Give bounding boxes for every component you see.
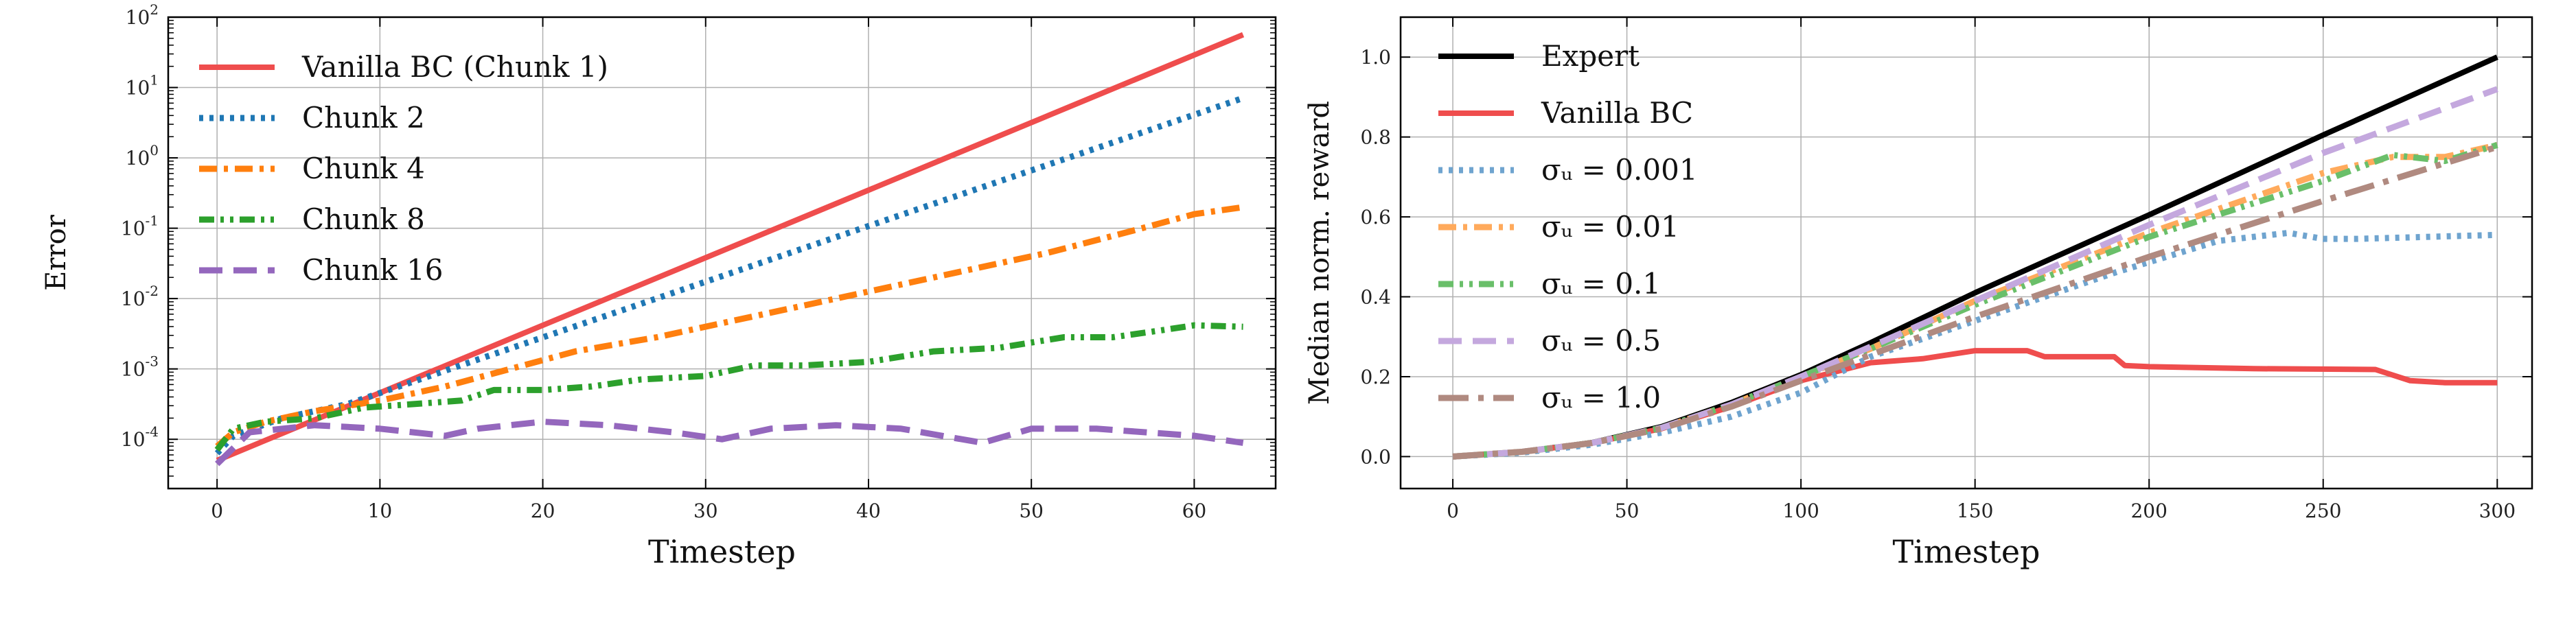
legend-label-1: Chunk 2 <box>302 101 425 134</box>
y-tick-label: 1.0 <box>1360 46 1391 69</box>
x-tick-label: 40 <box>856 500 881 522</box>
y-tick-label: 0.0 <box>1360 445 1391 468</box>
plot-frame <box>1399 16 2533 490</box>
y-tick-label: 10-3 <box>121 353 159 381</box>
x-tick-label: 200 <box>2130 500 2167 522</box>
x-axis-label: Timestep <box>648 533 796 570</box>
y-tick-label: 102 <box>126 1 159 29</box>
x-tick-label: 50 <box>1019 500 1044 522</box>
y-tick-label: 101 <box>126 72 159 99</box>
x-tick-label: 60 <box>1182 500 1207 522</box>
legend-label-6: σᵤ = 1.0 <box>1541 381 1661 414</box>
y-tick-label: 0.4 <box>1360 286 1391 309</box>
legend-label-2: σᵤ = 0.001 <box>1541 153 1698 187</box>
y-tick-label: 100 <box>126 142 159 169</box>
x-tick-label: 50 <box>1615 500 1640 522</box>
legend-label-5: σᵤ = 0.5 <box>1541 324 1661 357</box>
x-tick-label: 10 <box>368 500 393 522</box>
error-panel: 0 10 20 30 40 50 60 10-4 10-3 10-2 10-1 100 101 102 Ti… <box>41 1 1277 570</box>
series-line-6 <box>1452 143 2498 460</box>
reward-panel: 0 50 100 150 200 250 300 0.0 0.2 0.4 0.6 0.8 1.0 Time… <box>1304 16 2533 570</box>
y-tick-label: 10-1 <box>121 213 159 240</box>
legend-label-2: Chunk 4 <box>302 152 425 185</box>
x-tick-label: 300 <box>2479 500 2516 522</box>
x-tick-label: 250 <box>2305 500 2341 522</box>
y-axis-label: Error <box>41 214 72 291</box>
y-tick-label: 0.8 <box>1360 126 1391 149</box>
legend-label-4: σᵤ = 0.1 <box>1541 267 1661 301</box>
legend-label-4: Chunk 16 <box>302 253 444 287</box>
series-line-3 <box>214 322 1243 452</box>
x-tick-label: 100 <box>1782 500 1819 522</box>
plot-frame <box>167 16 1277 490</box>
x-tick-label: 0 <box>1447 500 1459 522</box>
y-tick-label: 10-4 <box>121 423 159 451</box>
legend-label-1: Vanilla BC <box>1541 96 1693 130</box>
x-tick-label: 150 <box>1957 500 1993 522</box>
series-line-2 <box>215 204 1244 449</box>
x-tick-label: 20 <box>531 500 555 522</box>
legend-label-3: σᵤ = 0.01 <box>1541 210 1679 244</box>
y-tick-label: 10-2 <box>121 283 159 310</box>
x-axis-label: Timestep <box>1893 533 2040 570</box>
legend-label-3: Chunk 8 <box>302 202 425 236</box>
x-tick-label: 0 <box>211 500 223 522</box>
y-tick-label: 0.2 <box>1360 366 1391 388</box>
legend-label-0: Expert <box>1541 39 1640 73</box>
x-tick-label: 30 <box>693 500 718 522</box>
y-tick-label: 0.6 <box>1360 206 1391 228</box>
series-line-4 <box>215 419 1244 467</box>
legend-label-0: Vanilla BC (Chunk 1) <box>301 50 608 84</box>
y-axis-label: Median norm. reward <box>1304 101 1335 405</box>
